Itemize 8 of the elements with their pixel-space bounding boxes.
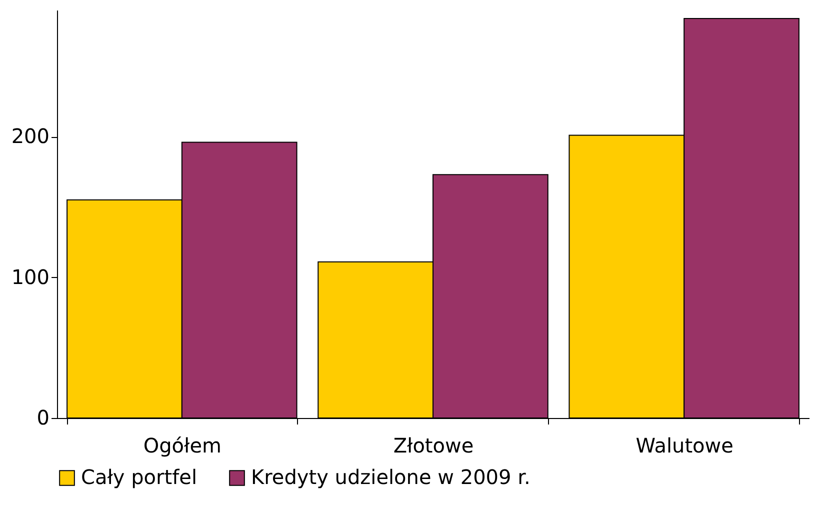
x-tick-label: Złotowe bbox=[393, 434, 474, 458]
x-tick-label: Ogółem bbox=[143, 434, 222, 458]
y-tick-label: 200 bbox=[11, 124, 50, 148]
y-tick-label: 100 bbox=[11, 264, 50, 289]
legend-label: Kredyty udzielone w 2009 r. bbox=[251, 465, 530, 489]
legend-label: Cały portfel bbox=[81, 465, 197, 489]
x-tick-label: Walutowe bbox=[636, 434, 734, 458]
y-tick-label: 0 bbox=[36, 406, 50, 430]
